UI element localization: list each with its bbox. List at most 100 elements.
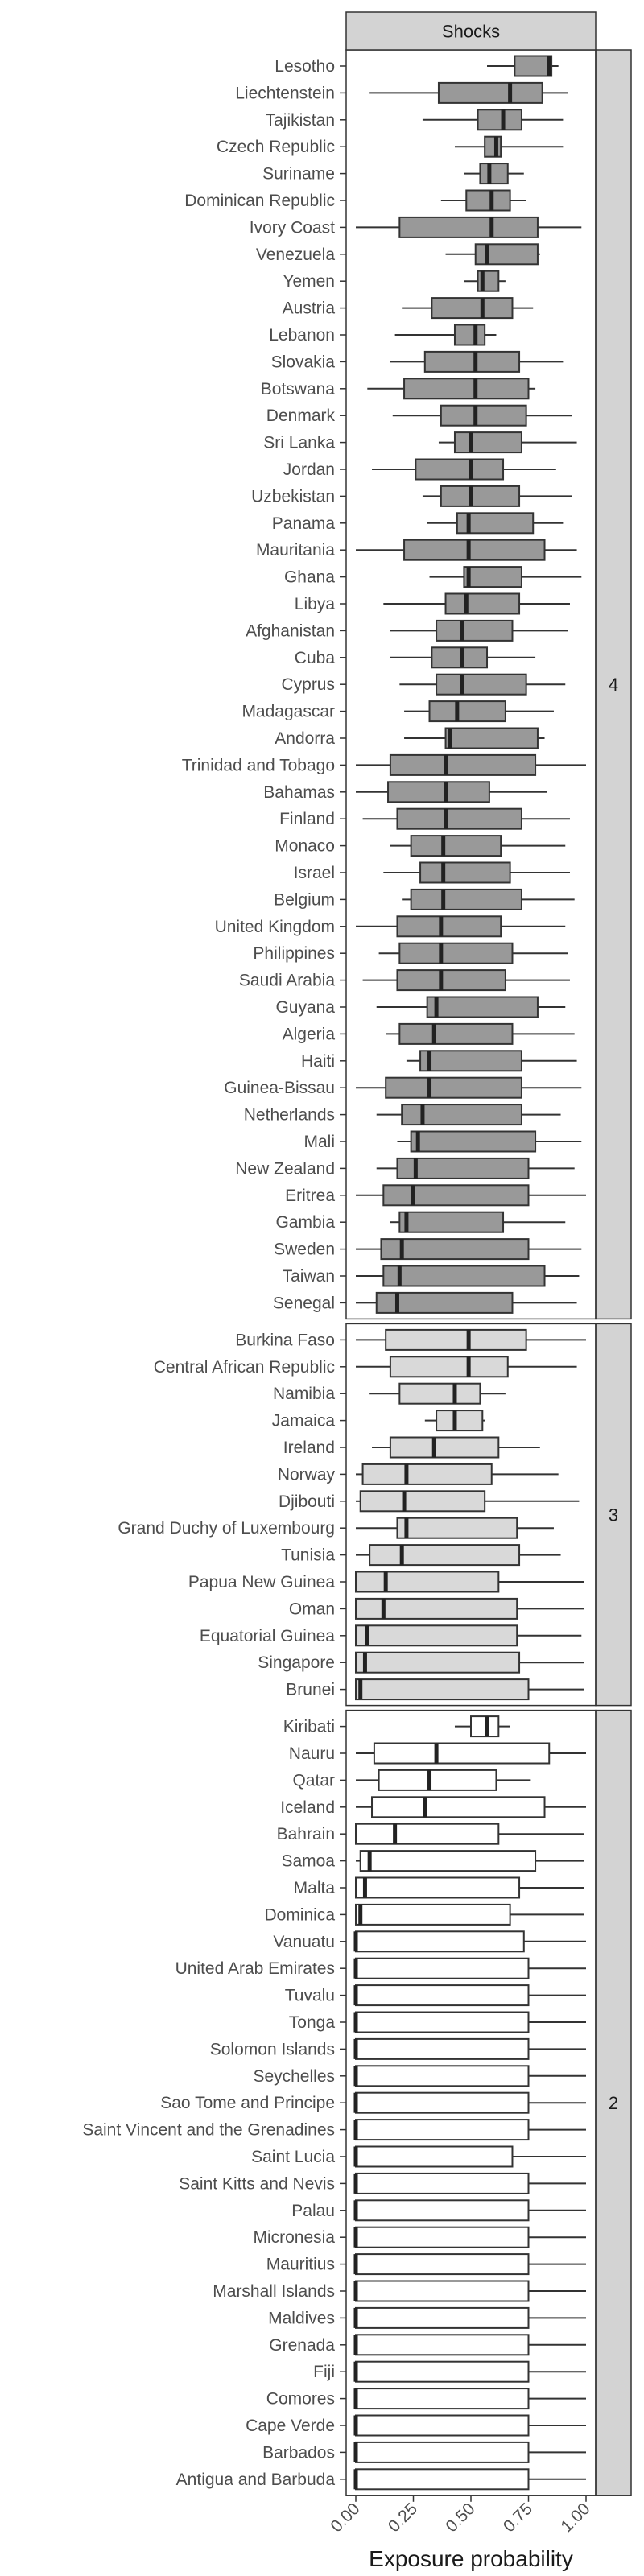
- x-tick-label: 0.75: [500, 2500, 536, 2536]
- country-label: Tonga: [289, 2013, 336, 2032]
- box: [359, 1850, 537, 1872]
- x-tick-label: 0.00: [327, 2500, 363, 2536]
- box: [398, 216, 539, 238]
- box: [477, 109, 522, 131]
- box: [355, 2306, 530, 2329]
- country-label: Israel: [294, 864, 335, 882]
- box: [382, 1265, 546, 1287]
- country-label: Sao Tome and Principe: [160, 2094, 335, 2112]
- country-label: Malta: [294, 1879, 336, 1897]
- box: [398, 1211, 505, 1233]
- labels-layer: 4 Lesotho Liechtenstein Tajikistan Czech Rep…: [82, 57, 618, 2489]
- box: [436, 619, 514, 642]
- box: [396, 1517, 518, 1539]
- country-label: Uzbekistan: [251, 487, 335, 506]
- box: [410, 888, 522, 910]
- country-label: Venezuela: [256, 246, 335, 264]
- x-tick-label: 0.25: [385, 2500, 421, 2536]
- box: [423, 350, 521, 373]
- country-label: Oman: [289, 1600, 335, 1618]
- box: [410, 835, 502, 857]
- country-label: Jordan: [283, 460, 335, 479]
- country-label: Ireland: [283, 1439, 335, 1457]
- box: [401, 1104, 522, 1126]
- box: [389, 1436, 500, 1459]
- country-label: Yemen: [283, 272, 335, 291]
- country-label: Namibia: [273, 1385, 335, 1403]
- box: [398, 942, 514, 964]
- box: [484, 135, 502, 158]
- country-label: Dominican Republic: [184, 192, 335, 210]
- country-label: Andorra: [275, 729, 335, 748]
- country-label: Tajikistan: [266, 111, 335, 130]
- box: [470, 1715, 500, 1738]
- box: [355, 1651, 521, 1674]
- country-label: Suriname: [262, 165, 335, 184]
- box: [355, 2226, 530, 2248]
- country-label: Cuba: [295, 649, 336, 667]
- country-label: Saudi Arabia: [239, 972, 335, 990]
- box: [355, 1678, 530, 1701]
- country-label: Afghanistan: [246, 621, 335, 640]
- box: [382, 1184, 530, 1207]
- country-label: Saint Vincent and the Grenadines: [82, 2121, 335, 2140]
- box: [463, 566, 522, 588]
- box: [440, 404, 527, 427]
- country-label: Philippines: [253, 944, 335, 963]
- box: [396, 969, 506, 992]
- country-label: Central African Republic: [154, 1358, 335, 1377]
- box: [436, 1410, 484, 1432]
- country-label: Austria: [283, 299, 336, 318]
- box: [431, 297, 514, 320]
- box: [355, 2334, 530, 2356]
- box: [359, 1490, 486, 1513]
- box: [437, 81, 543, 104]
- box: [514, 55, 553, 77]
- country-label: Lesotho: [275, 57, 335, 76]
- facet-strip-label: Shocks: [442, 22, 500, 42]
- box: [385, 1076, 522, 1099]
- box: [355, 1597, 518, 1620]
- box: [403, 539, 546, 561]
- box: [355, 2145, 514, 2168]
- box: [410, 1130, 537, 1153]
- country-label: Iceland: [280, 1798, 335, 1817]
- box: [355, 2011, 530, 2033]
- country-label: Panama: [272, 514, 336, 533]
- box: [355, 2414, 530, 2437]
- panel-border: [345, 1323, 597, 1707]
- country-label: Tuvalu: [285, 1987, 335, 2005]
- box: [426, 996, 539, 1018]
- box: [403, 378, 530, 400]
- country-label: Mauritius: [266, 2256, 335, 2274]
- country-label: Burkina Faso: [235, 1331, 335, 1349]
- country-label: Barbados: [262, 2443, 335, 2462]
- country-label: Djibouti: [279, 1492, 335, 1511]
- country-label: Vanuatu: [273, 1933, 335, 1951]
- country-label: Grenada: [269, 2336, 335, 2355]
- country-label: Gambia: [275, 1213, 335, 1232]
- group-strip-label: 2: [609, 2093, 618, 2113]
- box: [444, 727, 539, 749]
- country-label: Sweden: [274, 1241, 335, 1259]
- country-label: Cyprus: [281, 675, 335, 694]
- box: [355, 2091, 530, 2114]
- facet-strip: [345, 11, 597, 51]
- country-label: Marshall Islands: [213, 2282, 335, 2301]
- box: [355, 1984, 530, 2007]
- country-label: Saint Kitts and Nevis: [179, 2174, 335, 2193]
- box: [398, 1022, 514, 1045]
- box: [396, 915, 502, 938]
- country-label: Singapore: [258, 1653, 335, 1672]
- box: [389, 753, 537, 776]
- box: [387, 781, 490, 803]
- box: [474, 243, 539, 266]
- country-label: Algeria: [283, 1025, 336, 1043]
- group-strip-label: 3: [609, 1505, 618, 1525]
- country-label: Eritrea: [285, 1187, 335, 1205]
- country-label: Mauritania: [256, 541, 335, 559]
- country-label: Qatar: [292, 1771, 335, 1790]
- box: [371, 1796, 546, 1818]
- country-label: Dominica: [264, 1905, 335, 1924]
- country-label: Saint Lucia: [251, 2148, 335, 2166]
